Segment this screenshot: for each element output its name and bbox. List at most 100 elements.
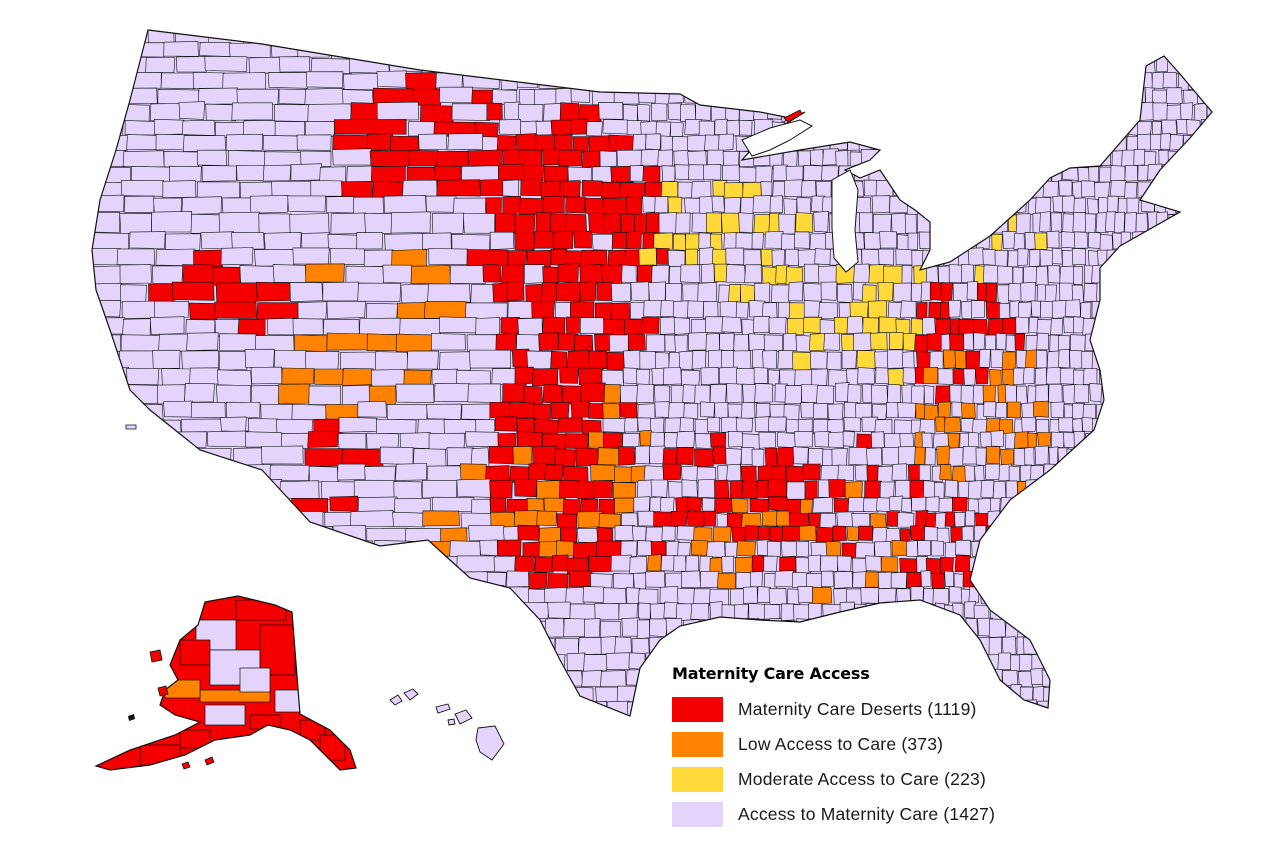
county-cell [661,525,676,541]
county-cell [155,526,195,543]
county-cell [1124,56,1135,74]
county-cell [1128,719,1143,737]
county-cell [291,404,327,421]
county-cell [512,445,532,465]
county-cell [356,232,383,250]
county-cell [1077,89,1090,106]
county-cell [792,446,809,465]
county-cell [935,87,951,104]
legend-item-moderate: Moderate Access to Care (223) [672,766,1092,793]
county-cell [301,232,330,251]
county-cell [731,526,746,543]
county-cell [786,88,802,106]
county-cell [1034,232,1048,251]
county-cell [725,264,746,283]
county-cell [697,87,713,106]
county-cell [462,618,502,639]
county-cell [973,332,986,350]
county-cell [983,401,997,418]
county-cell [489,497,507,513]
county-cell [1099,30,1111,46]
county-cell [776,510,791,527]
county-cell [479,539,498,557]
county-cell [459,463,487,481]
county-cell [954,349,967,369]
county-cell [120,180,165,197]
county-cell [924,30,941,45]
county-cell [722,150,740,168]
county-cell [516,334,540,352]
county-cell [448,586,490,605]
county-cell [196,149,228,167]
county-cell [1051,511,1066,528]
county-cell [884,134,902,150]
county-cell [158,333,189,353]
county-cell [662,463,682,481]
county-cell [680,264,701,284]
county-cell [1152,670,1167,687]
county-cell [1045,366,1062,385]
county-cell [896,89,913,106]
county-cell [1129,638,1143,656]
county-cell [1188,283,1201,303]
county-cell [910,524,926,541]
county-cell [92,601,119,619]
county-cell [92,447,133,467]
county-cell [902,332,917,351]
county-cell [175,56,207,73]
county-cell [613,573,635,590]
county-cell [1125,619,1136,639]
county-cell [795,556,811,574]
county-cell [500,316,520,335]
county-cell [220,247,254,266]
county-cell [636,103,651,122]
county-cell [793,604,810,622]
county-cell [1149,133,1163,151]
county-cell [581,179,603,197]
county-cell [569,603,596,621]
county-cell [1118,418,1133,434]
county-cell [279,480,320,501]
county-cell [1023,57,1037,74]
county-cell [647,554,662,572]
county-cell [970,300,985,319]
county-cell [149,585,193,603]
county-cell [400,43,431,60]
county-cell [402,179,438,197]
county-cell [244,348,275,368]
county-cell [639,429,653,447]
county-cell [1116,43,1129,59]
county-cell [882,265,903,285]
county-cell [384,603,412,621]
county-cell [582,586,606,603]
county-cell [966,121,978,137]
county-cell [738,212,754,233]
county-cell [757,73,772,92]
county-cell [520,178,543,197]
county-cell [1081,351,1094,370]
county-cell [1099,700,1111,716]
county-cell [1154,446,1168,466]
county-cell [431,684,469,702]
county-cell [697,282,718,303]
county-cell [667,102,682,121]
county-cell [120,511,150,528]
county-cell [1050,134,1063,152]
county-cell [625,196,643,215]
county-cell [988,618,1007,638]
county-cell [1108,58,1125,75]
county-cell [723,196,742,216]
legend-item-low: Low Access to Care (373) [672,731,1092,758]
county-cell [937,401,952,419]
county-cell [1143,636,1157,655]
county-cell [934,43,949,59]
county-cell [639,350,657,370]
county-cell [1210,463,1212,481]
county-cell [944,211,959,234]
county-cell [305,350,340,370]
county-cell [1161,403,1172,420]
county-cell [1068,572,1084,590]
county-cell [1201,282,1212,302]
county-cell [659,496,675,514]
county-cell [982,264,999,284]
